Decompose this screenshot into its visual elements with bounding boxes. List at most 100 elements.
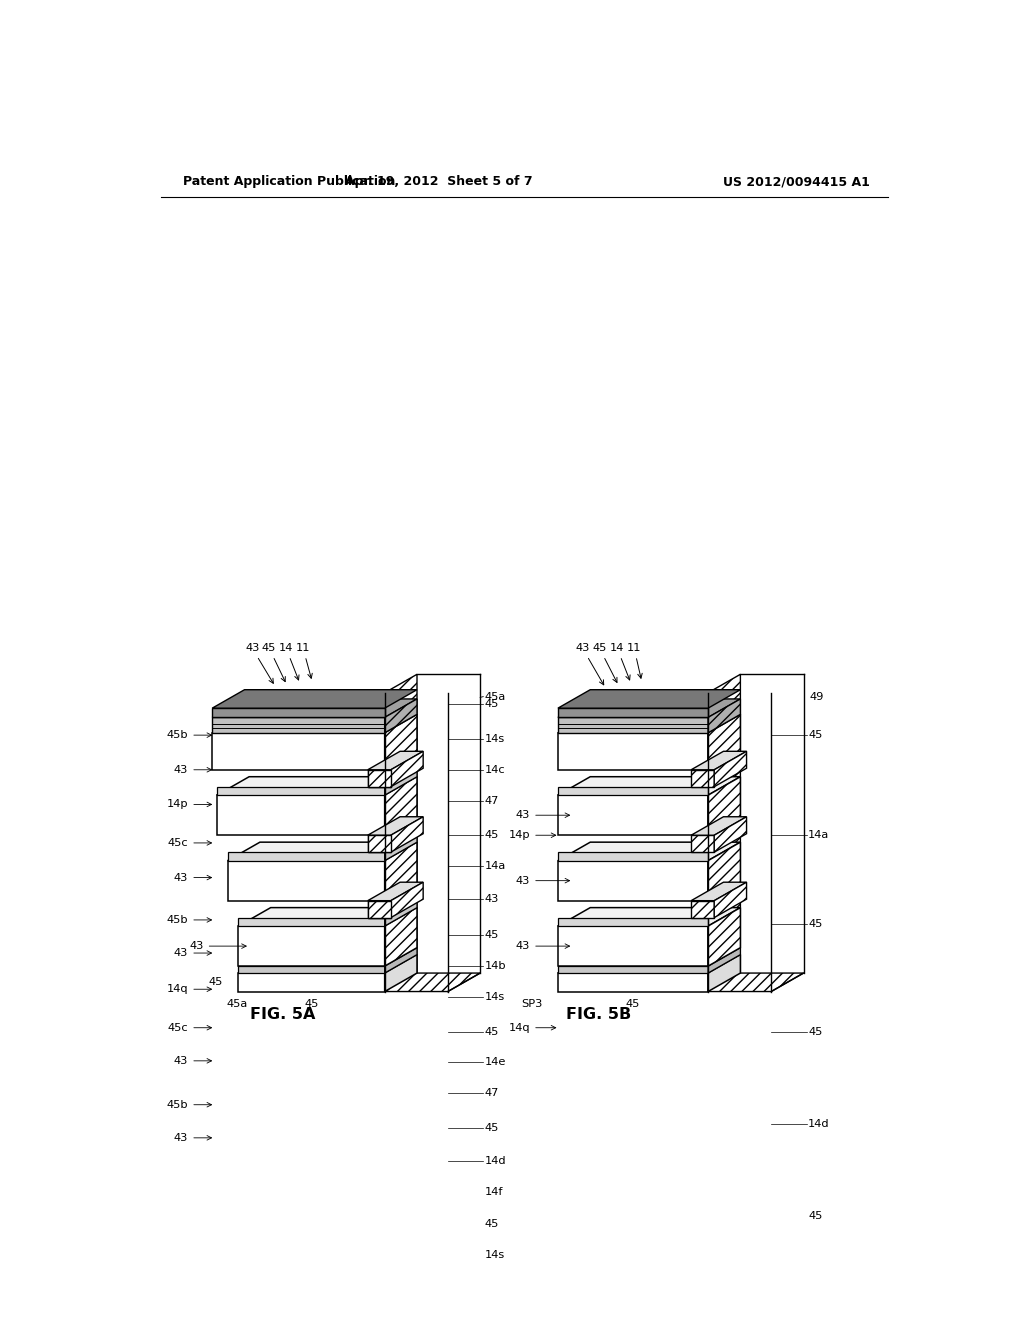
- Text: 14d: 14d: [808, 1119, 829, 1129]
- Text: 14: 14: [279, 643, 299, 680]
- Polygon shape: [368, 882, 423, 900]
- Text: 45: 45: [626, 999, 640, 1008]
- Text: 45: 45: [592, 643, 617, 682]
- Polygon shape: [239, 954, 417, 973]
- Polygon shape: [368, 836, 391, 853]
- Polygon shape: [212, 714, 417, 733]
- Text: 14q: 14q: [167, 985, 212, 994]
- Polygon shape: [558, 733, 708, 770]
- Polygon shape: [714, 751, 746, 787]
- Text: 45b: 45b: [167, 915, 212, 925]
- Text: 43: 43: [245, 643, 273, 684]
- Polygon shape: [217, 795, 385, 836]
- Text: 45: 45: [484, 931, 499, 940]
- Text: 45: 45: [208, 977, 222, 987]
- Text: 11: 11: [627, 643, 642, 678]
- Polygon shape: [708, 776, 740, 836]
- Polygon shape: [558, 966, 708, 973]
- Text: Apr. 19, 2012  Sheet 5 of 7: Apr. 19, 2012 Sheet 5 of 7: [345, 176, 532, 187]
- Polygon shape: [691, 836, 714, 853]
- Polygon shape: [691, 900, 714, 917]
- Text: US 2012/0094415 A1: US 2012/0094415 A1: [723, 176, 869, 187]
- Polygon shape: [385, 948, 417, 973]
- Polygon shape: [217, 787, 385, 795]
- Polygon shape: [691, 770, 714, 787]
- Polygon shape: [558, 689, 740, 708]
- Polygon shape: [385, 714, 417, 770]
- Text: 45: 45: [808, 919, 822, 929]
- Polygon shape: [212, 689, 417, 708]
- Text: 43: 43: [575, 643, 604, 685]
- Text: 45: 45: [484, 1220, 499, 1229]
- Text: 45: 45: [484, 1027, 499, 1036]
- Polygon shape: [558, 908, 740, 927]
- Text: 43: 43: [516, 875, 569, 886]
- Text: 45: 45: [262, 643, 286, 681]
- Polygon shape: [385, 834, 417, 861]
- Polygon shape: [368, 817, 423, 836]
- Text: 45b: 45b: [167, 1100, 212, 1110]
- Polygon shape: [558, 776, 740, 795]
- Polygon shape: [558, 853, 708, 861]
- Polygon shape: [212, 718, 385, 733]
- Polygon shape: [558, 708, 708, 718]
- Text: 45c: 45c: [168, 1023, 212, 1032]
- Text: 14b: 14b: [484, 961, 507, 972]
- Polygon shape: [385, 842, 417, 900]
- Polygon shape: [239, 966, 385, 973]
- Polygon shape: [368, 836, 391, 853]
- Polygon shape: [558, 861, 708, 900]
- Text: 43: 43: [174, 948, 212, 958]
- Polygon shape: [385, 954, 417, 991]
- Polygon shape: [212, 700, 417, 718]
- Text: 45a: 45a: [484, 692, 506, 702]
- Text: 45: 45: [484, 830, 499, 841]
- Text: 14p: 14p: [167, 800, 212, 809]
- Text: 45b: 45b: [167, 730, 212, 741]
- Text: 14s: 14s: [484, 1250, 505, 1259]
- Text: 14q: 14q: [509, 1023, 556, 1032]
- Polygon shape: [708, 908, 740, 966]
- Polygon shape: [368, 770, 391, 787]
- Text: 43: 43: [174, 764, 212, 775]
- Text: 45c: 45c: [168, 838, 212, 847]
- Polygon shape: [558, 842, 740, 861]
- Polygon shape: [708, 954, 740, 991]
- Polygon shape: [227, 853, 385, 861]
- Text: 43: 43: [174, 1133, 212, 1143]
- Text: 14d: 14d: [484, 1156, 507, 1166]
- Polygon shape: [558, 700, 740, 718]
- Text: 14: 14: [610, 643, 630, 680]
- Polygon shape: [558, 973, 708, 991]
- Text: 43: 43: [189, 941, 246, 952]
- Text: 43: 43: [484, 894, 499, 904]
- Polygon shape: [212, 708, 385, 718]
- Polygon shape: [368, 770, 391, 787]
- Polygon shape: [558, 917, 708, 927]
- Text: 45: 45: [484, 700, 499, 709]
- Text: 14f: 14f: [484, 1187, 503, 1197]
- Polygon shape: [708, 700, 740, 733]
- Polygon shape: [385, 908, 417, 966]
- Text: 14a: 14a: [484, 861, 506, 871]
- Text: 45: 45: [808, 730, 822, 741]
- Polygon shape: [368, 751, 423, 770]
- Text: 11: 11: [296, 643, 312, 678]
- Polygon shape: [708, 948, 740, 973]
- Polygon shape: [714, 817, 746, 853]
- Polygon shape: [708, 842, 740, 900]
- Polygon shape: [708, 714, 740, 770]
- Text: 14a: 14a: [808, 830, 829, 841]
- Polygon shape: [691, 817, 746, 836]
- Polygon shape: [558, 954, 740, 973]
- Text: SP3: SP3: [521, 999, 543, 1008]
- Polygon shape: [227, 842, 417, 861]
- Text: 43: 43: [174, 1056, 212, 1065]
- Polygon shape: [385, 899, 417, 927]
- Polygon shape: [708, 675, 804, 991]
- Polygon shape: [385, 675, 480, 991]
- Text: 14p: 14p: [509, 830, 556, 841]
- Polygon shape: [227, 861, 385, 900]
- Text: FIG. 5B: FIG. 5B: [565, 1007, 631, 1022]
- Polygon shape: [239, 908, 417, 927]
